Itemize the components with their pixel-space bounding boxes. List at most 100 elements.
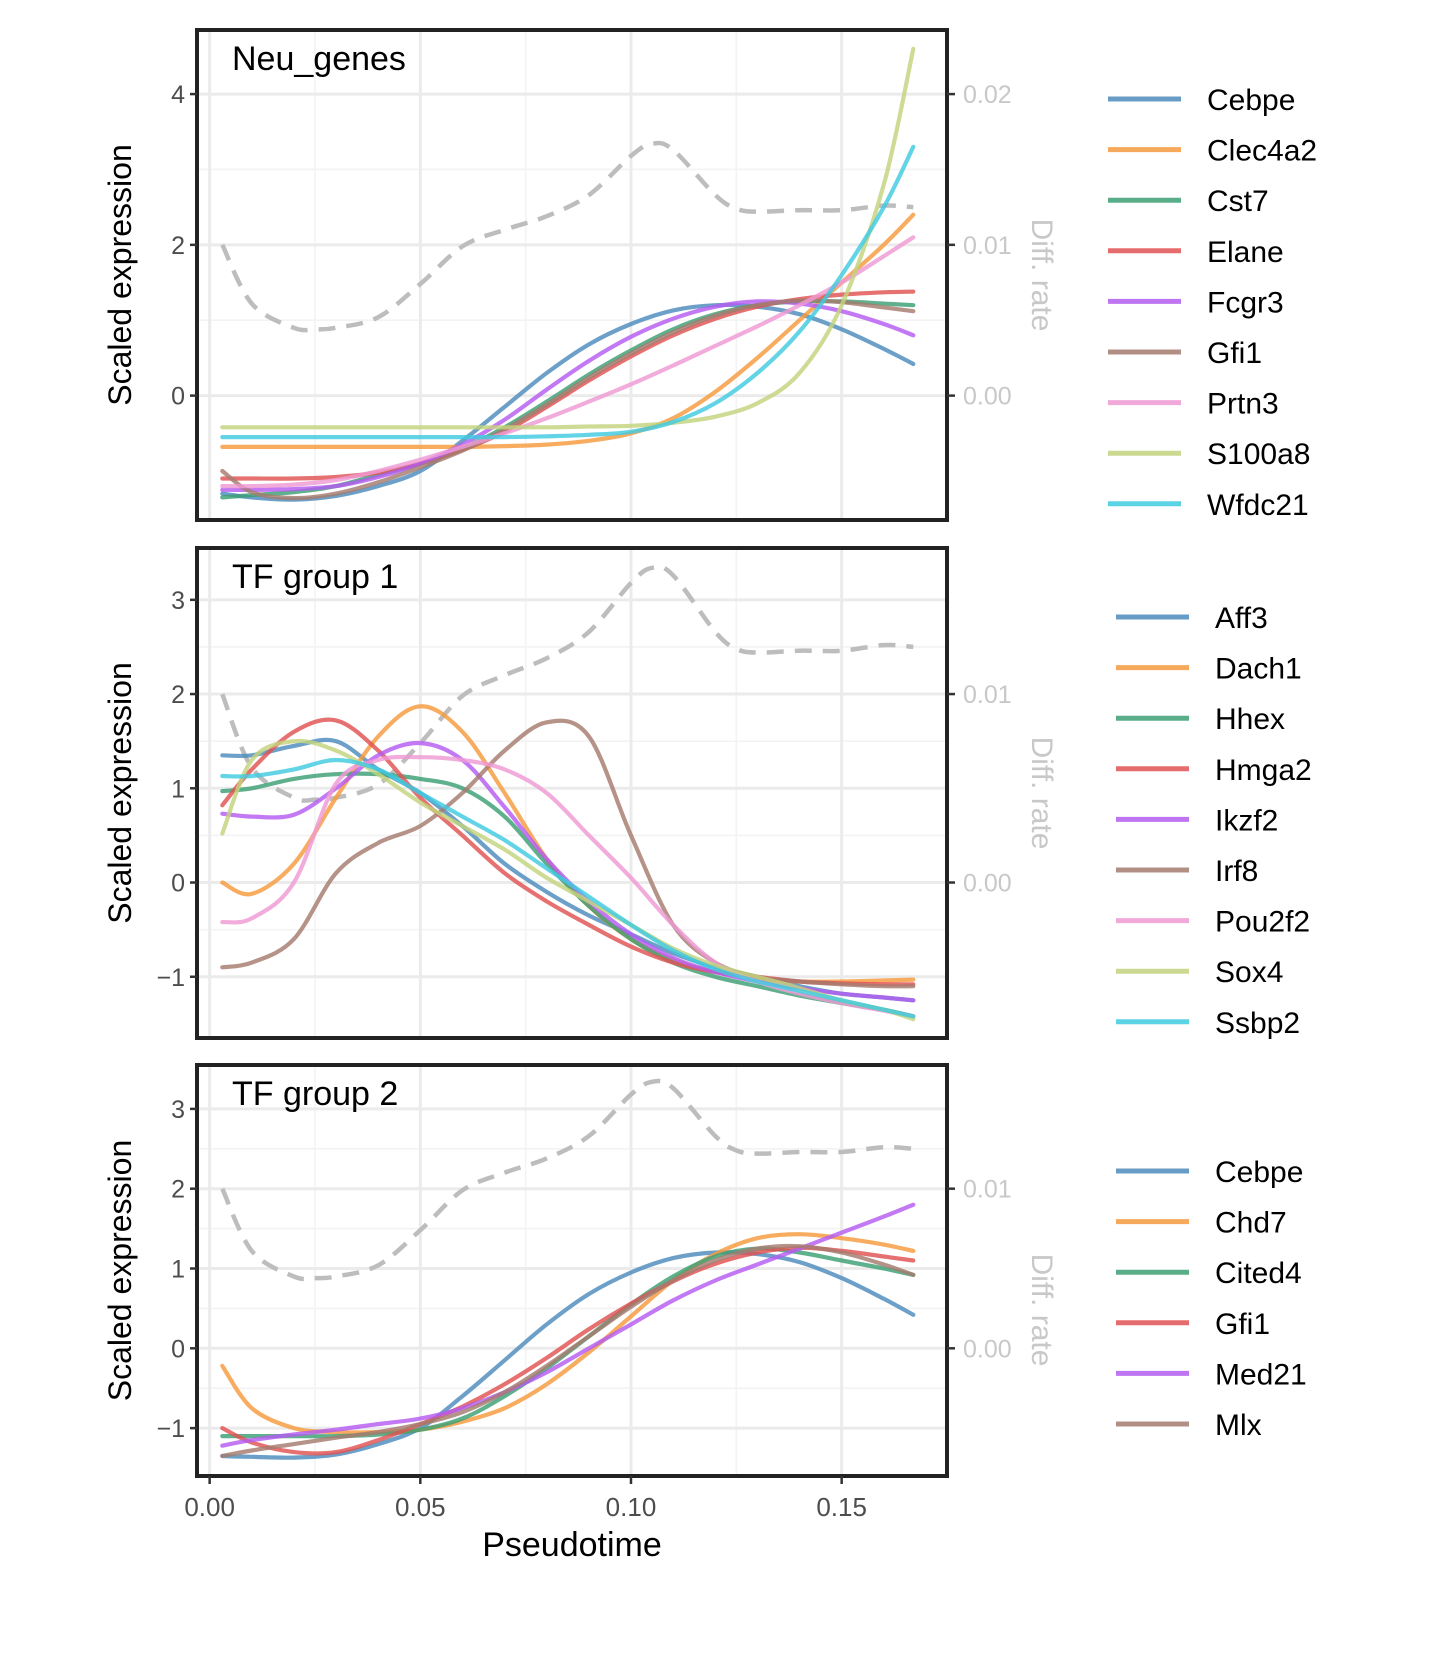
x-tick-label: 0.00	[184, 1492, 235, 1522]
series-line-med21	[220, 1202, 916, 1448]
series-layer	[220, 1202, 916, 1460]
series-line-pou2f2	[220, 754, 916, 1019]
panel-frame	[195, 546, 949, 1040]
y-tick-label: 2	[171, 681, 185, 709]
x-tick-label: 0.10	[606, 1492, 657, 1522]
legend-label: S100a8	[1207, 438, 1310, 471]
diff-rate-layer	[220, 1078, 914, 1282]
series-line-aff3	[220, 737, 916, 1003]
y-axis-right: 0.00 0.01	[947, 1176, 1012, 1363]
legend: Cebpe Chd7 Cited4 Gfi1 Med21 Mlx	[1116, 1156, 1307, 1442]
panel-title: TF group 2	[232, 1075, 398, 1113]
y-tick-label: 2	[171, 232, 185, 260]
legend-label: Cited4	[1215, 1257, 1302, 1290]
diff-rate-layer	[220, 140, 914, 333]
y2-tick-label: 0.00	[963, 1335, 1012, 1363]
y-axis-title: Scaled expression	[102, 144, 138, 405]
legend-label: Cebpe	[1207, 84, 1295, 117]
legend: Aff3 Dach1 Hhex Hmga2 Ikzf2 Irf8 Pou2f2 Sox4 Ssb…	[1116, 602, 1312, 1040]
y-tick-label: 4	[171, 81, 185, 109]
panel-tf-group-1: −1 0 1 2 3 0.00 0.01 TF group 1 Scaled expres…	[102, 546, 1312, 1040]
legend-label: Wfdc21	[1207, 489, 1309, 522]
legend-label: Prtn3	[1207, 388, 1279, 421]
y-tick-label: 2	[171, 1176, 185, 1204]
legend-label: Dach1	[1215, 653, 1302, 686]
y2-tick-label: 0.01	[963, 232, 1012, 260]
legend-label: Irf8	[1215, 855, 1258, 888]
panel-tf-group-2: −1 0 1 2 3 0.00 0.01 TF group 2 Scaled expres…	[102, 1063, 1307, 1564]
grid	[197, 548, 947, 1038]
series-line-s100a8	[220, 46, 916, 430]
y-axis-right: 0.00 0.01	[947, 681, 1012, 898]
legend-label: Fcgr3	[1207, 286, 1284, 319]
series-line-gfi1	[220, 298, 916, 501]
legend-label: Sox4	[1215, 956, 1283, 989]
y-tick-label: 0	[171, 1335, 185, 1363]
legend-label: Ssbp2	[1215, 1007, 1300, 1040]
y2-tick-label: 0.00	[963, 383, 1012, 411]
y-tick-label: 0	[171, 383, 185, 411]
legend-label: Med21	[1215, 1358, 1307, 1391]
panel-frame	[195, 28, 949, 522]
y-tick-label: 0	[171, 870, 185, 898]
series-line-wfdc21	[220, 144, 916, 440]
diff-rate-line	[220, 564, 914, 803]
y2-tick-label: 0.01	[963, 1176, 1012, 1204]
series-line-ssbp2	[220, 757, 916, 1019]
legend-label: Cst7	[1207, 185, 1269, 218]
y-axis-title: Scaled expression	[102, 1140, 138, 1401]
legend-label: Pou2f2	[1215, 906, 1310, 939]
y2-tick-label: 0.02	[963, 81, 1012, 109]
series-layer	[220, 704, 916, 1022]
series-layer	[220, 46, 916, 502]
series-line-irf8	[220, 718, 916, 989]
x-axis-title: Pseudotime	[482, 1526, 662, 1564]
x-tick-label: 0.05	[395, 1492, 446, 1522]
legend-label: Chd7	[1215, 1207, 1287, 1240]
legend-label: Ikzf2	[1215, 804, 1278, 837]
diff-rate-line	[220, 140, 914, 333]
legend-label: Mlx	[1215, 1409, 1262, 1442]
series-line-sox4	[220, 738, 916, 1022]
y2-axis-title: Diff. rate	[1025, 1254, 1058, 1367]
legend-label: Gfi1	[1207, 337, 1262, 370]
y2-axis-title: Diff. rate	[1025, 737, 1058, 850]
legend-label: Gfi1	[1215, 1308, 1270, 1341]
y-tick-label: −1	[156, 1415, 185, 1443]
legend-label: Hmga2	[1215, 754, 1312, 787]
legend: Cebpe Clec4a2 Cst7 Elane Fcgr3 Gfi1 Prtn3 S100a…	[1108, 84, 1317, 522]
panel-frame	[195, 1063, 949, 1478]
grid	[197, 1065, 947, 1476]
y-axis-left: −1 0 1 2 3	[156, 587, 197, 992]
x-tick-label: 0.15	[816, 1492, 867, 1522]
legend-label: Clec4a2	[1207, 135, 1317, 168]
panel-title: Neu_genes	[232, 40, 406, 78]
y-axis-left: −1 0 1 2 3	[156, 1096, 197, 1443]
y-axis-title: Scaled expression	[102, 662, 138, 923]
y-axis-right: 0.00 0.01 0.02	[947, 81, 1012, 411]
y-tick-label: −1	[156, 964, 185, 992]
legend-label: Aff3	[1215, 602, 1268, 635]
y-axis-left: 0 2 4	[171, 81, 197, 411]
legend-label: Elane	[1207, 236, 1284, 269]
y-tick-label: 1	[171, 775, 185, 803]
y-tick-label: 3	[171, 1096, 185, 1124]
y2-axis-title: Diff. rate	[1025, 219, 1058, 332]
legend-label: Cebpe	[1215, 1156, 1303, 1189]
x-axis: 0.00 0.05 0.10 0.15	[184, 1476, 867, 1522]
series-line-prtn3	[220, 235, 916, 489]
y-tick-label: 1	[171, 1256, 185, 1284]
panel-neu-genes: 0 2 4 0.00 0.01 0.02 Neu_genes Scaled expres…	[102, 28, 1317, 522]
series-line-cebpe	[220, 1250, 916, 1460]
diff-rate-layer	[220, 564, 914, 803]
legend-label: Hhex	[1215, 703, 1285, 736]
series-line-ikzf2	[220, 740, 916, 1003]
panel-title: TF group 1	[232, 558, 398, 596]
diff-rate-line	[220, 1078, 914, 1282]
series-line-cebpe	[220, 302, 916, 502]
series-line-clec4a2	[220, 212, 916, 450]
y2-tick-label: 0.01	[963, 681, 1012, 709]
y2-tick-label: 0.00	[963, 870, 1012, 898]
series-line-mlx	[220, 1243, 916, 1459]
